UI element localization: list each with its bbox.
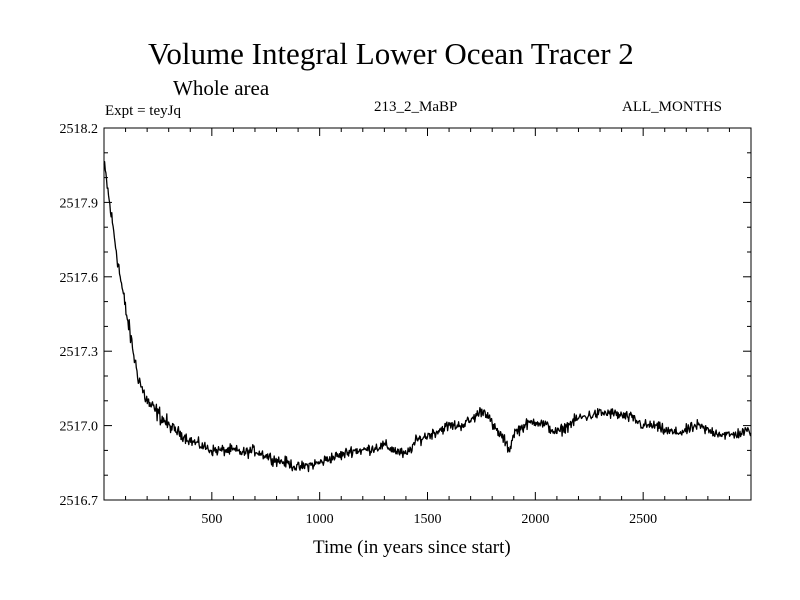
x-tick-label: 1500 [414,512,442,527]
x-tick-label: 2000 [521,512,549,527]
y-tick-label: 2516.7 [60,494,99,509]
y-tick-label: 2517.6 [60,271,99,286]
y-tick-label: 2517.0 [60,420,99,435]
chart-title: Volume Integral Lower Ocean Tracer 2 [148,36,634,71]
y-tick-label: 2517.9 [60,196,99,211]
axis-ticks: 500 1000 1500 2000 2500 2516.7 2517.0 2517.3 251… [60,122,751,527]
run-label: 213_2_MaBP [374,99,458,115]
x-tick-label: 1000 [306,512,334,527]
series-group [103,160,752,473]
x-tick-label: 500 [201,512,222,527]
x-tick-label: 2500 [629,512,657,527]
months-label: ALL_MONTHS [622,99,722,115]
experiment-label: Expt = teyJq [105,103,181,119]
y-tick-label: 2517.3 [60,345,99,360]
chart-subtitle: Whole area [173,76,270,100]
series-line [103,160,752,473]
x-axis-label: Time (in years since start) [313,537,511,558]
y-tick-label: 2518.2 [60,122,99,137]
plot-frame [103,127,752,501]
